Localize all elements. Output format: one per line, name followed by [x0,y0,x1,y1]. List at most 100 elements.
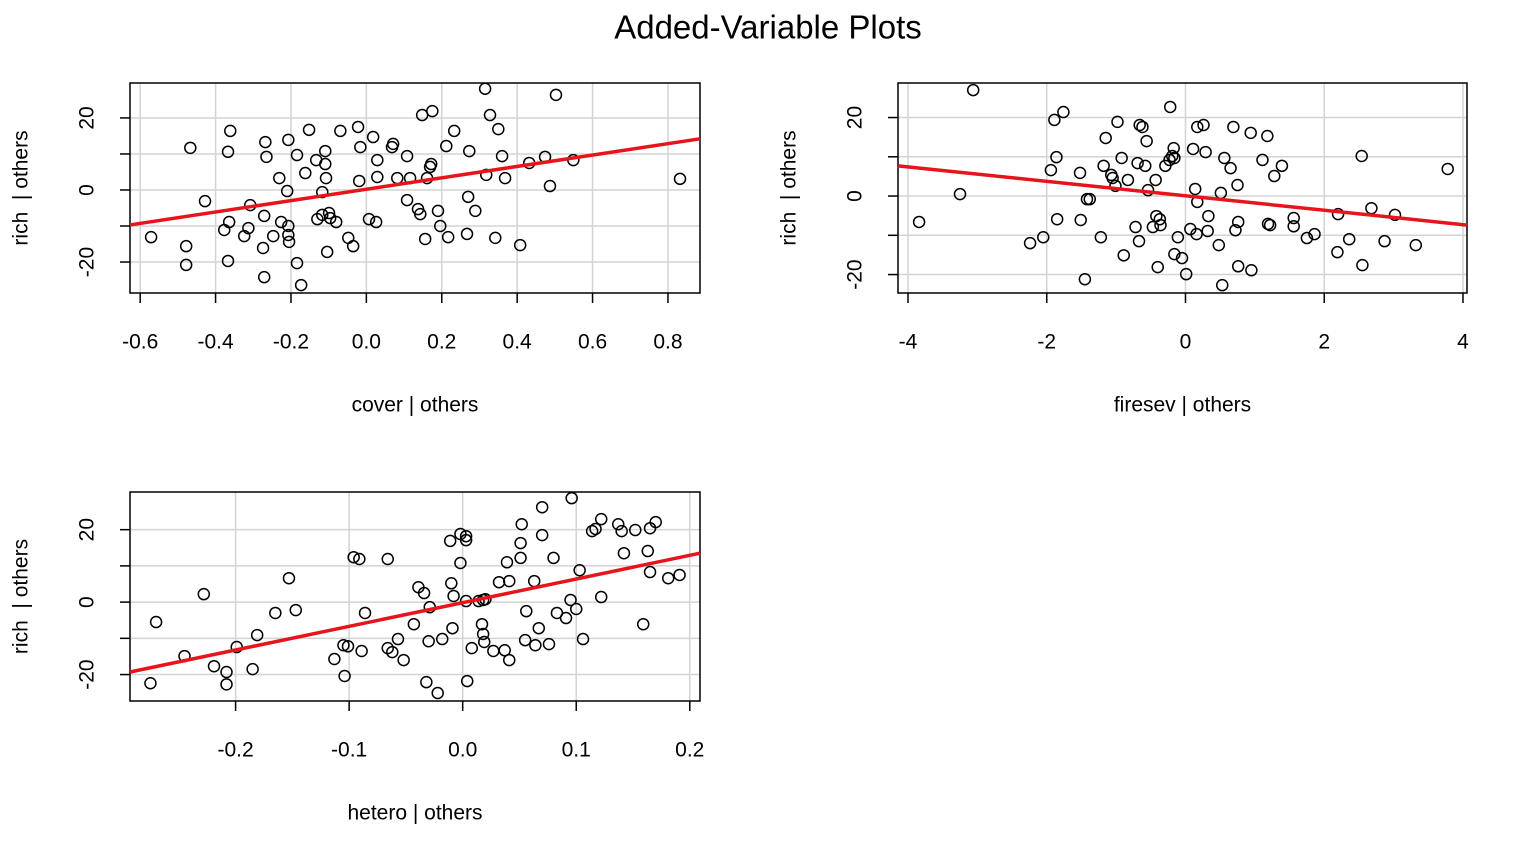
point [489,231,502,245]
point [1179,267,1193,281]
point [431,686,444,700]
point [400,193,414,207]
point [366,130,380,144]
point [1078,273,1092,286]
point [220,665,233,679]
point [1083,192,1096,206]
point [260,150,273,164]
point [1263,218,1277,232]
point [316,208,329,222]
point [322,206,336,220]
point [1050,150,1063,164]
x-tick-label: 0.1 [562,739,591,762]
point [1287,211,1300,225]
point [1099,131,1112,145]
y-tick-label: 0 [844,190,867,202]
plot-frame [129,82,701,294]
point [269,606,282,620]
point [1201,224,1214,238]
point [1037,231,1050,244]
point [542,637,556,651]
point [1331,245,1344,259]
point [1261,129,1274,143]
point [329,215,343,229]
point [1048,113,1061,127]
x-tick-label: -0.1 [331,739,367,762]
point [460,674,474,688]
point [1191,120,1204,134]
point [1188,182,1202,196]
y-tick-label: -20 [844,259,867,289]
point [514,536,527,550]
point [564,593,577,607]
point [1163,100,1177,114]
figure-title: Added-Variable Plots [614,9,922,46]
point [535,528,549,542]
point [354,140,367,154]
point [643,565,657,579]
point [1229,223,1242,237]
point [1275,159,1289,173]
x-tick-label: 2 [1318,331,1330,354]
point [302,123,316,137]
point [267,229,280,243]
point [337,638,350,652]
point [371,170,384,184]
point [319,144,332,158]
point [320,245,334,259]
point [1202,209,1215,223]
point [1138,159,1152,173]
point [440,139,453,153]
point [1175,251,1189,265]
point [386,137,400,151]
point [282,219,295,233]
point [294,278,308,292]
x-tick-label: -2 [1037,331,1056,354]
point [1212,238,1226,252]
point [617,546,631,560]
y-tick-label: 20 [76,106,99,129]
point [514,551,527,565]
point [1117,249,1130,262]
point [615,524,628,538]
point [1153,212,1167,226]
point [463,144,476,158]
point [1136,120,1149,134]
point [1140,134,1153,148]
point [1133,118,1146,132]
point [351,120,365,134]
point [1308,227,1321,241]
point [1227,120,1240,134]
point [636,617,650,631]
point [565,491,578,505]
point [414,207,427,221]
fit-line [129,551,701,674]
point [144,230,158,244]
point [198,194,212,208]
point [641,544,655,558]
point [1106,171,1119,185]
point [535,500,549,514]
point [352,174,366,188]
point [483,108,497,122]
y-tick-label: 20 [76,518,99,541]
point [649,515,662,529]
point [478,635,491,649]
point [397,653,410,667]
point [966,83,980,97]
point [149,615,163,629]
point [1167,141,1180,155]
y-axis-label: rich | others [10,539,33,654]
x-tick-label: 0.0 [352,331,381,354]
point [1094,231,1108,244]
point [426,104,439,118]
point [465,641,479,655]
point [328,652,341,666]
point [197,587,211,601]
point [661,571,675,585]
point [221,254,235,268]
point [358,606,372,620]
point [1023,236,1037,250]
point [431,204,445,218]
